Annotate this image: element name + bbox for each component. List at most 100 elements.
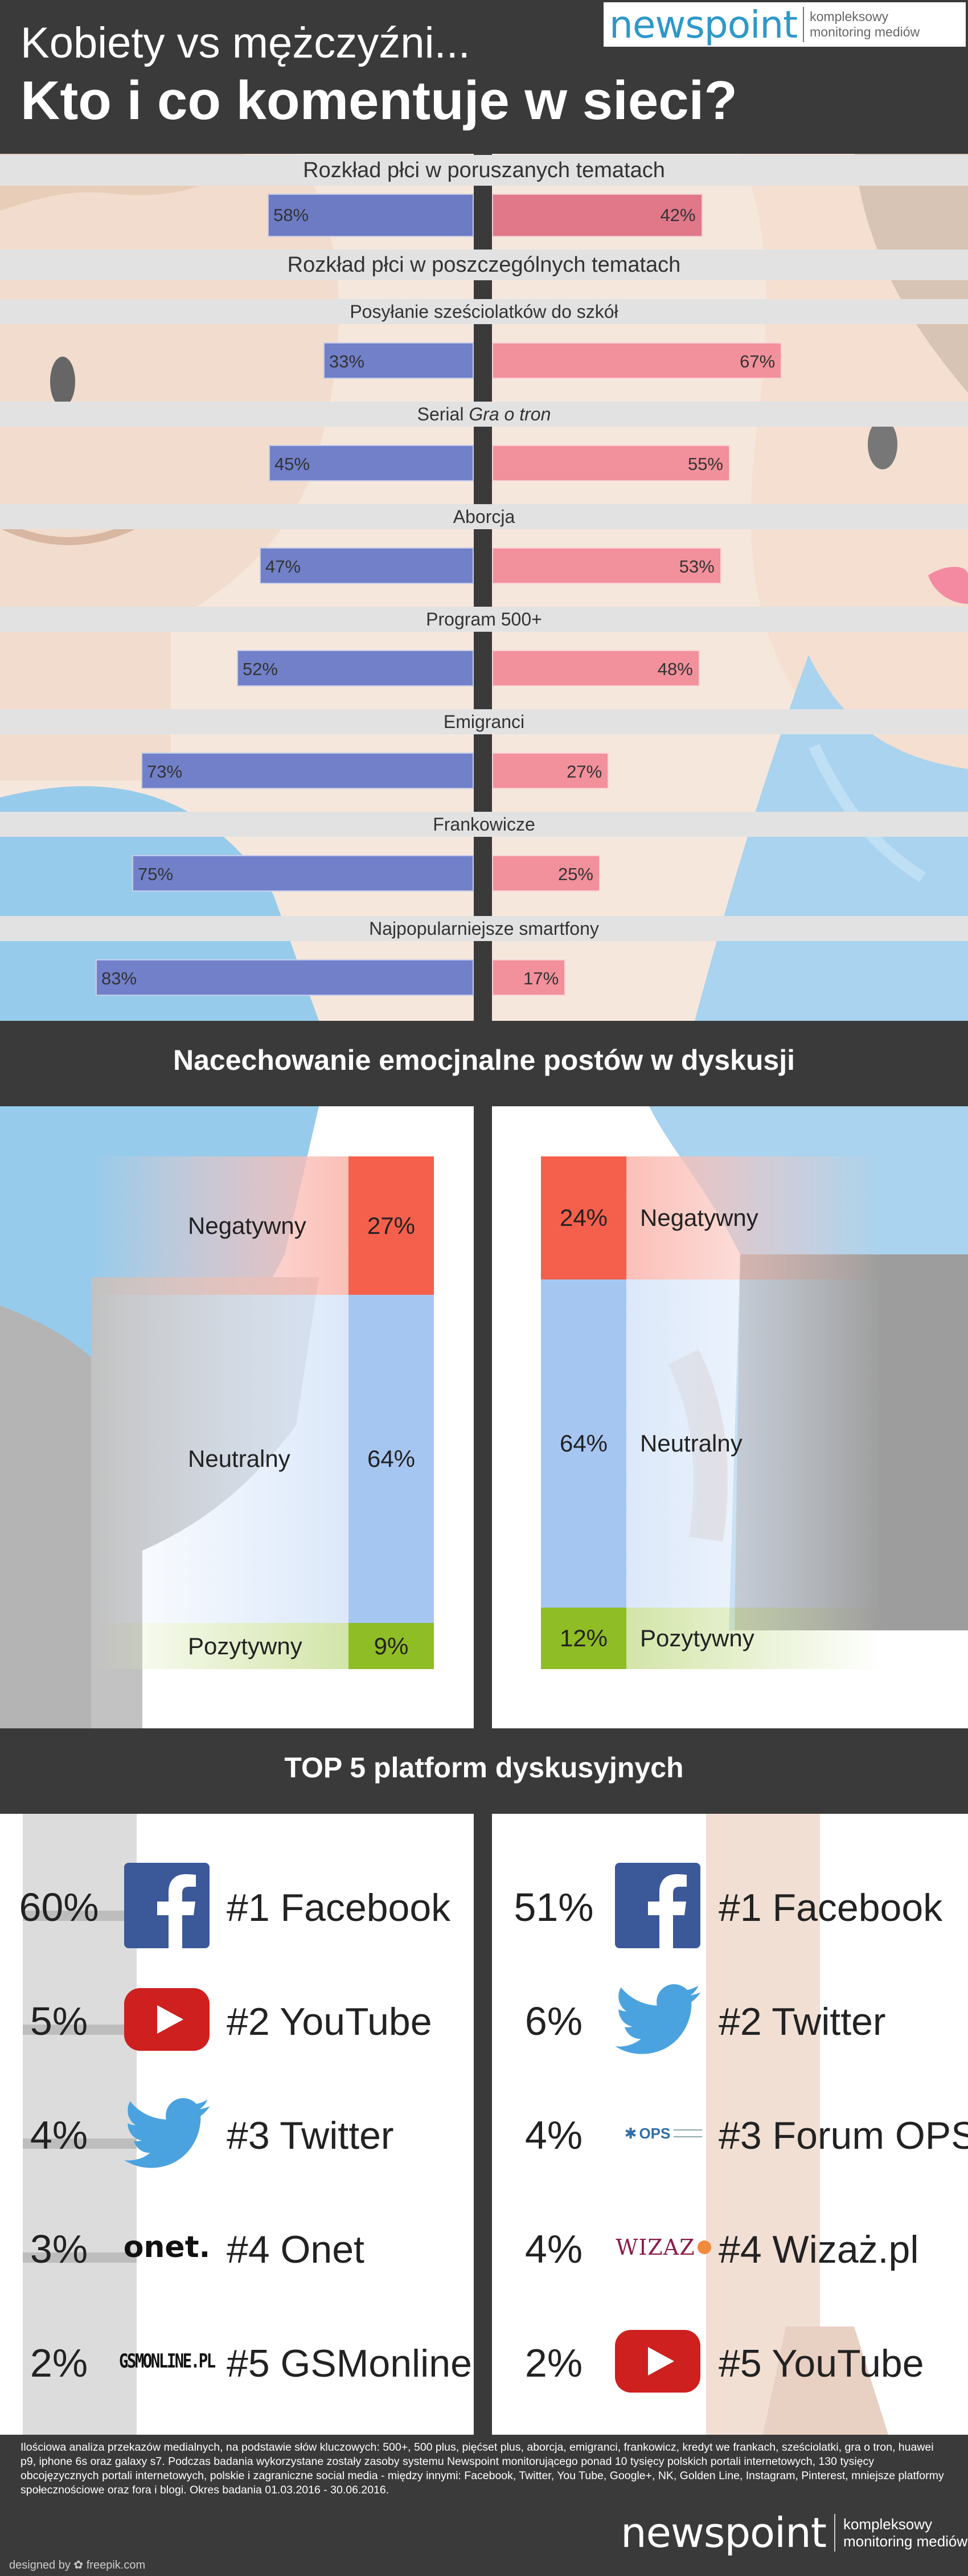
female-neutralny-tint <box>626 1279 883 1608</box>
topic-band: Posyłanie sześciolatków do szkół <box>0 299 968 324</box>
female-emotion-value: 64% <box>541 1279 626 1608</box>
male-emotion-label: Pozytywny <box>188 1632 302 1659</box>
topic-band: Program 500+ <box>0 607 968 632</box>
female-bar: 48% <box>492 650 700 686</box>
youtube-icon <box>124 1977 210 2062</box>
male-platform-share: 5% <box>30 1999 88 2043</box>
male-pozytywny-tint <box>91 1623 348 1669</box>
wizaz-logo-dot <box>697 2240 711 2254</box>
female-bar: 17% <box>492 959 566 996</box>
female-platform-name: #3 Forum OPS <box>719 2114 968 2157</box>
female-bar: 27% <box>492 753 609 789</box>
male-platform-name: #2 YouTube <box>227 2000 432 2043</box>
topic-label: Frankowicze <box>433 814 535 835</box>
ops-logo-text: OPS <box>639 2124 671 2142</box>
female-platform-name: #1 Facebook <box>719 1886 943 1929</box>
female-panel-bg <box>626 1156 883 1669</box>
female-emotion-label: Neutralny <box>640 1430 743 1457</box>
footer-logo: newspoint kompleksowy monitoring mediów <box>621 2509 967 2557</box>
female-platform-share: 51% <box>514 1885 594 1929</box>
male-emotion-value: 9% <box>348 1623 434 1669</box>
male-platform-share: 3% <box>30 2227 88 2271</box>
male-platform-name: #1 Facebook <box>227 1886 451 1929</box>
title-line-1: Kobiety vs mężczyźni... <box>20 19 470 67</box>
platforms-section-title: TOP 5 platform dyskusyjnych <box>0 1728 968 1814</box>
gsmonline-logo: GSMONLINE.PL <box>119 2319 216 2404</box>
topic-band: Aborcja <box>0 504 968 529</box>
female-platform-share: 2% <box>524 2341 583 2385</box>
female-platform-share: 6% <box>524 1999 583 2043</box>
emotions-section-title: Nacechowanie emocjnalne postów w dyskusj… <box>0 1021 968 1106</box>
female-platform-share: 4% <box>524 2227 583 2271</box>
center-divider-3 <box>474 1814 492 2435</box>
female-emotion-value: 24% <box>541 1156 626 1279</box>
female-platform-name: #4 Wizaż.pl <box>719 2228 919 2271</box>
topic-label: Aborcja <box>453 506 515 527</box>
male-bar: 75% <box>132 855 474 892</box>
male-neutralny-tint <box>91 1295 348 1623</box>
female-platform-name: #2 Twitter <box>719 2000 886 2043</box>
designed-by-credit: designed by ✿ freepik.com <box>9 2559 146 2571</box>
male-emotion-label: Neutralny <box>188 1445 290 1472</box>
title-line-2: Kto i co komentuje w sieci? <box>20 70 737 131</box>
newspoint-logo: newspoint kompleksowy monitoring mediów <box>604 2 966 47</box>
male-panel-bg <box>91 1156 353 1669</box>
logo-tagline-2: monitoring mediów <box>810 24 920 39</box>
female-bar: 42% <box>492 194 703 237</box>
band-overall: Rozkład płci w poruszanych tematach <box>0 155 968 186</box>
male-platform-name: #3 Twitter <box>227 2114 394 2157</box>
male-bar: 45% <box>269 445 474 481</box>
male-bar: 73% <box>141 753 474 789</box>
male-bar: 33% <box>323 342 474 379</box>
female-bar: 55% <box>492 445 730 481</box>
footer-logo-tagline-2: monitoring mediów <box>843 2533 968 2550</box>
youtube-icon <box>615 2319 700 2404</box>
female-bar: 67% <box>492 342 782 379</box>
male-emotion-label: Negatywny <box>188 1212 306 1239</box>
facebook-icon <box>615 1863 700 1948</box>
topic-label-italic: Gra o tron <box>469 404 551 424</box>
male-platform-share: 60% <box>19 1885 99 1929</box>
male-bar: 52% <box>237 650 474 686</box>
center-divider <box>474 154 492 1021</box>
topic-label: Najpopularniejsze smartfony <box>369 918 599 939</box>
male-negatywny-tint <box>91 1156 348 1295</box>
facebook-icon <box>124 1863 210 1948</box>
footer-logo-tagline-1: kompleksowy <box>843 2516 933 2533</box>
logo-tagline-1: kompleksowy <box>810 9 889 24</box>
female-bar: 53% <box>492 547 721 584</box>
onet-logo-text: onet. <box>123 2230 211 2264</box>
onet-logo: onet. <box>123 2205 211 2290</box>
topic-label: Program 500+ <box>426 609 542 629</box>
male-emotion-value: 27% <box>348 1156 434 1295</box>
logo-tagline: kompleksowy monitoring mediów <box>810 9 920 40</box>
male-emotion-value: 64% <box>348 1295 434 1623</box>
male-platform-share: 4% <box>30 2113 88 2157</box>
center-divider-2 <box>474 1106 492 1728</box>
female-platform-name: #5 YouTube <box>719 2342 924 2385</box>
gsmonline-logo-text: GSMONLINE.PL <box>119 2350 216 2373</box>
band-topics: Rozkład płci w poszczególnych tematach <box>0 250 968 280</box>
male-bar: 47% <box>260 547 474 584</box>
female-pozytywny-tint <box>626 1608 883 1669</box>
ops-logo-lines <box>674 2129 703 2137</box>
ops-logo-mark: ✱ <box>624 2124 637 2142</box>
footer <box>0 2435 968 2576</box>
male-platform-share: 2% <box>30 2341 88 2385</box>
female-emotion-label: Pozytywny <box>640 1625 754 1651</box>
ops-logo: ✱ OPS <box>615 2091 712 2176</box>
logo-text: newspoint <box>609 2 798 47</box>
topic-label: Emigranci <box>443 712 525 732</box>
footer-logo-divider <box>834 2514 835 2552</box>
logo-divider <box>803 7 805 42</box>
footer-logo-text: newspoint <box>621 2509 827 2557</box>
female-platform-share: 4% <box>524 2113 583 2157</box>
topic-band: Frankowicze <box>0 812 968 837</box>
topic-label: Serial <box>417 404 469 424</box>
topic-band: Serial Gra o tron <box>0 402 968 427</box>
methodology-note: Ilościowa analiza przekazów medialnych, … <box>20 2441 944 2496</box>
female-bar: 25% <box>492 855 600 892</box>
male-platform-name: #5 GSMonline <box>227 2342 472 2385</box>
topic-band: Emigranci <box>0 709 968 734</box>
footer-logo-tagline: kompleksowy monitoring mediów <box>843 2516 967 2550</box>
